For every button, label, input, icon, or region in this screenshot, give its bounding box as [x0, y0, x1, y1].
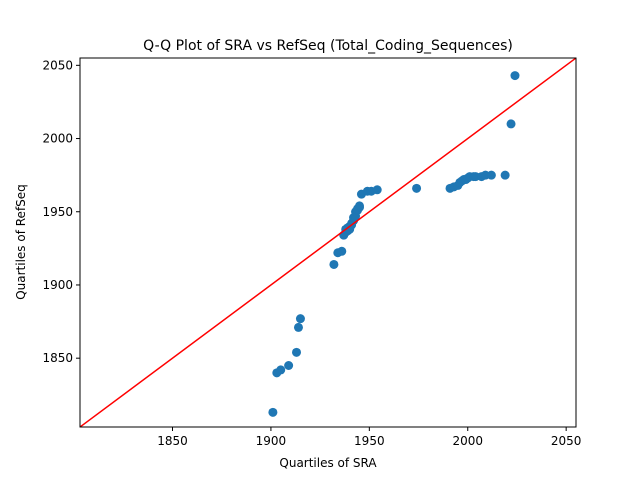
data-point-45 [486, 170, 496, 180]
reference-line [80, 58, 576, 427]
data-point-0 [268, 407, 278, 417]
chart-title: Q-Q Plot of SRA vs RefSeq (Total_Coding_… [143, 38, 513, 54]
data-point-6 [295, 314, 305, 324]
scatter-points [268, 71, 520, 417]
data-point-46 [500, 170, 510, 180]
plot-area [79, 57, 577, 428]
y-tick-label-2050: 2050 [42, 58, 73, 72]
data-point-9 [337, 246, 347, 256]
y-axis-label: Quartiles of RefSeq [14, 184, 28, 300]
x-tick-label-2000: 2000 [452, 434, 483, 448]
reference-line-layer [80, 58, 576, 427]
data-point-48 [510, 71, 520, 81]
x-tick-label-1950: 1950 [354, 434, 385, 448]
x-tick-label-1850: 1850 [157, 434, 188, 448]
y-tick-label-1950: 1950 [42, 205, 73, 219]
y-tick-label-1850: 1850 [42, 351, 73, 365]
data-point-47 [506, 119, 516, 129]
data-point-7 [329, 259, 339, 269]
data-point-5 [293, 322, 303, 332]
data-point-26 [354, 201, 364, 211]
y-axis-ticks: 1850 1900 1950 2000 2050 [42, 58, 80, 365]
x-tick-label-1900: 1900 [256, 434, 287, 448]
data-point-2 [276, 365, 286, 375]
data-point-31 [412, 183, 422, 193]
y-tick-label-2000: 2000 [42, 132, 73, 146]
x-tick-label-2050: 2050 [551, 434, 582, 448]
data-point-4 [292, 347, 302, 357]
plot-frame [79, 57, 577, 428]
data-point-3 [284, 361, 294, 370]
x-axis-ticks: 1850 1900 1950 2000 2050 [157, 427, 581, 448]
y-tick-label-1900: 1900 [42, 278, 73, 292]
x-axis-label: Quartiles of SRA [279, 456, 377, 470]
data-point-30 [372, 185, 382, 195]
